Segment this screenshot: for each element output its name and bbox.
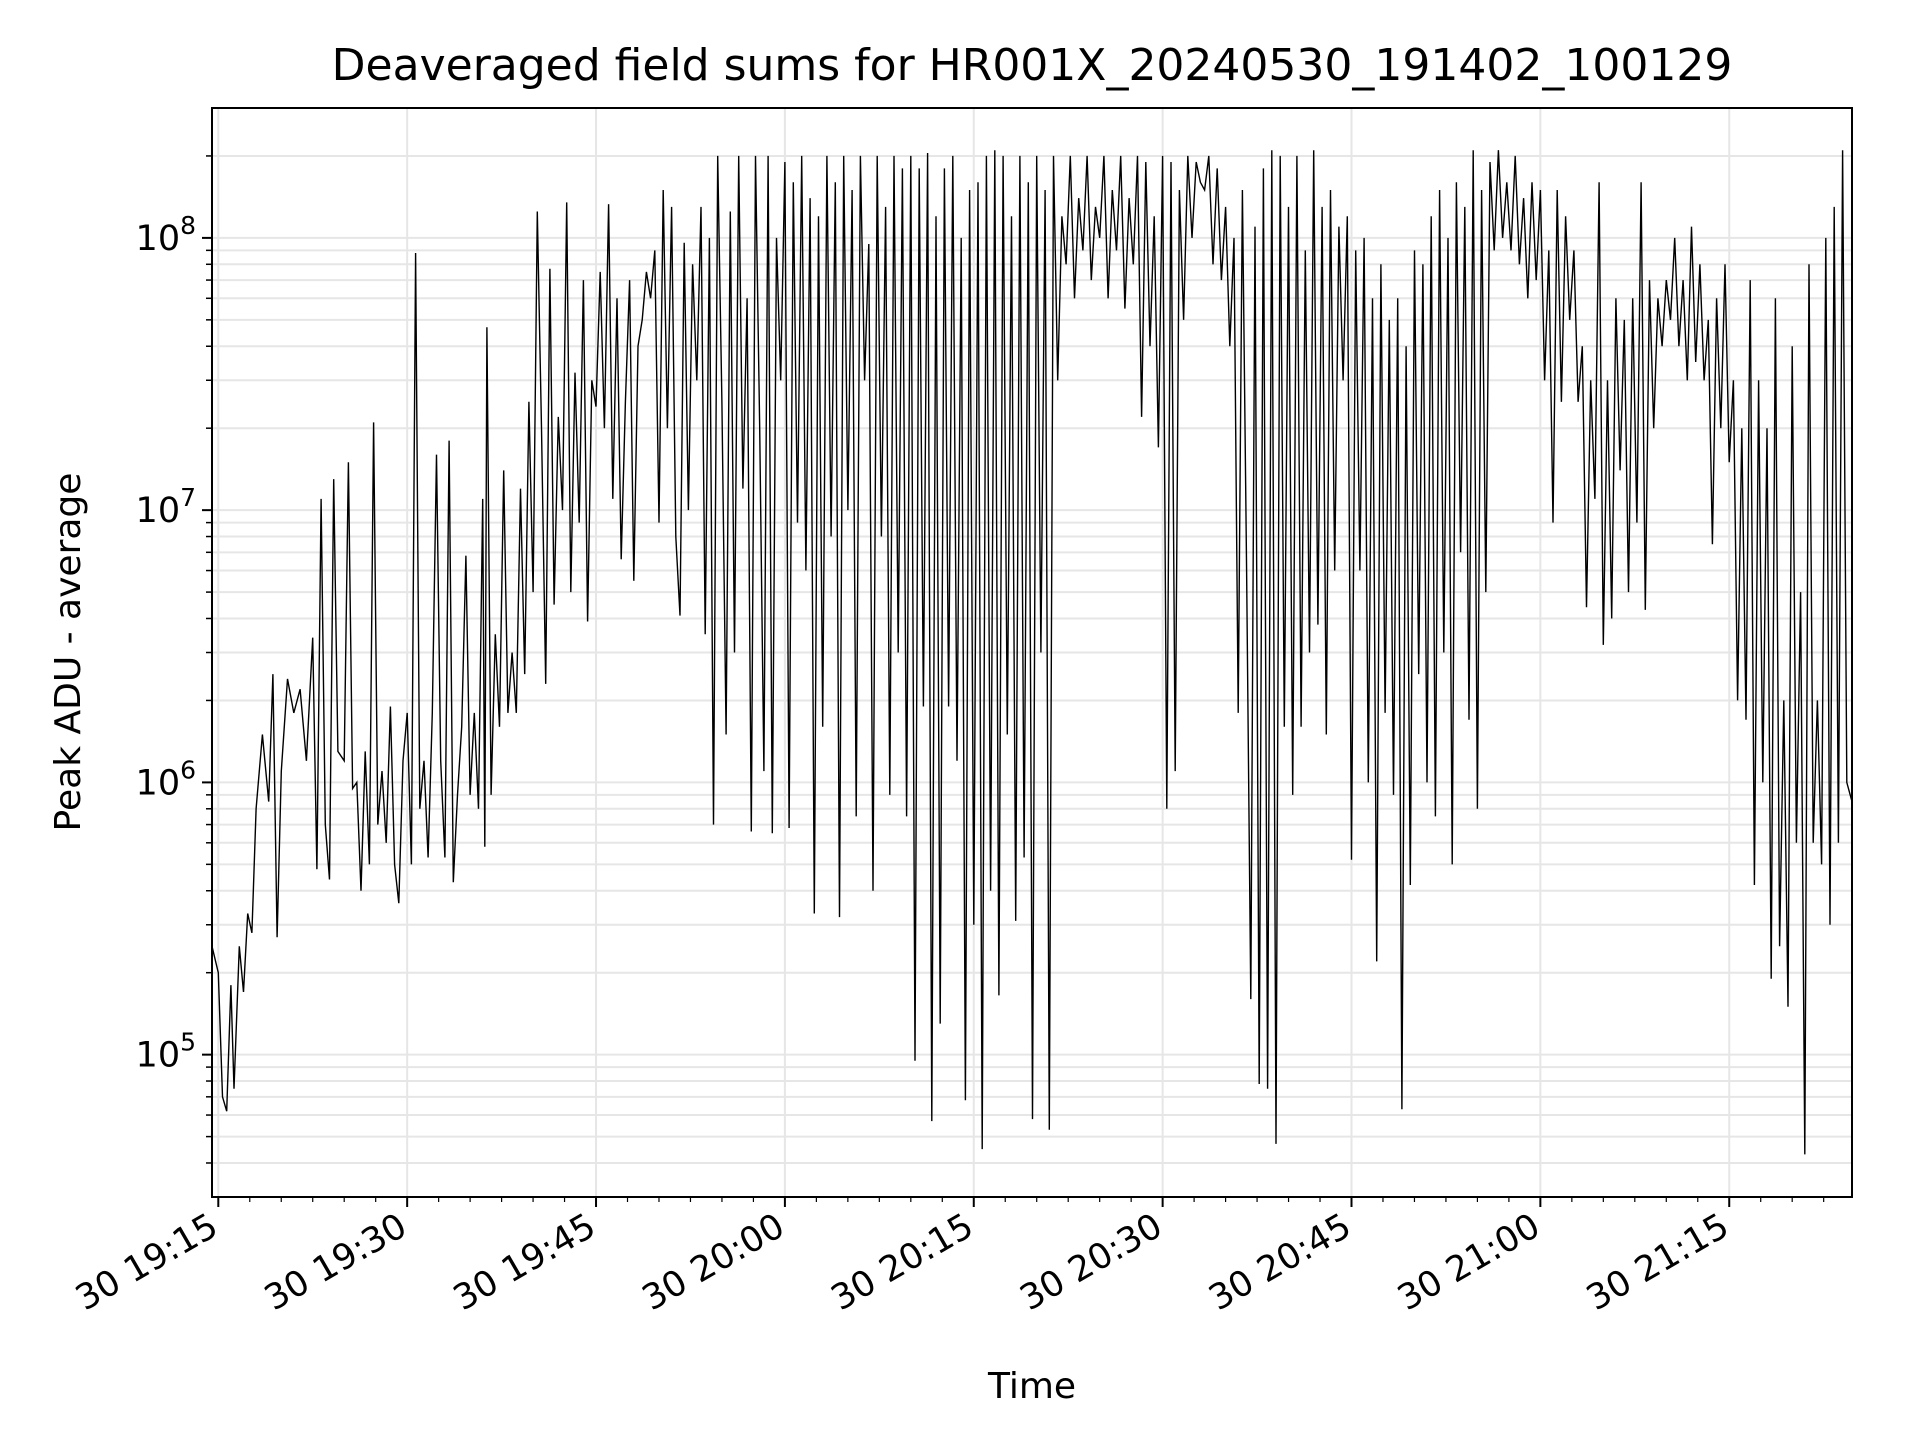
plot-frame [211,107,1853,1198]
y-tick-exponent: 5 [180,1028,196,1057]
y-tick-base: 10 [136,763,181,803]
x-axis-label: Time [987,1366,1076,1407]
y-tick-label: 108 [136,211,196,259]
y-tick-label: 105 [136,1028,196,1076]
y-tick-label: 107 [136,483,196,531]
y-tick-base: 10 [136,219,181,259]
y-tick-base: 10 [136,1036,181,1076]
y-tick-exponent: 6 [180,755,196,784]
y-tick-exponent: 7 [180,483,196,512]
chart-title: Deaveraged field sums for HR001X_2024053… [332,40,1733,91]
series-line [211,150,1853,1155]
y-tick-label: 106 [136,755,196,803]
y-tick-base: 10 [136,491,181,531]
y-tick-exponent: 8 [180,211,196,240]
series-layer [211,150,1853,1155]
y-axis-label: Peak ADU - average [48,473,89,832]
